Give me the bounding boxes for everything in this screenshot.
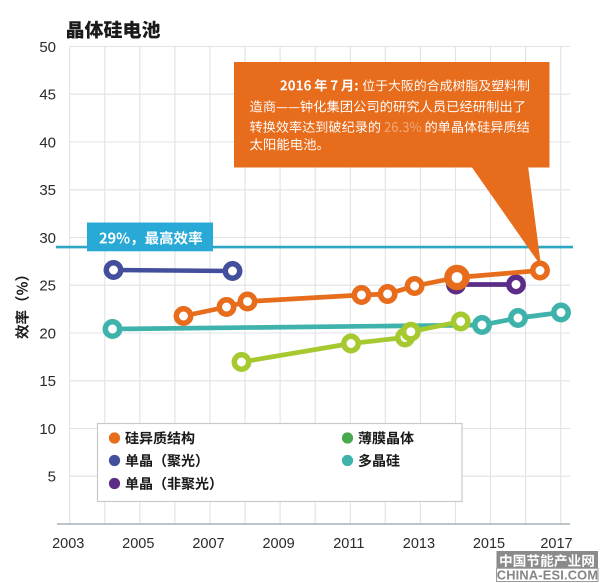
svg-text:5: 5 [48, 469, 56, 486]
svg-text:2013: 2013 [403, 536, 435, 552]
svg-text:2009: 2009 [262, 536, 294, 552]
svg-text:2007: 2007 [192, 536, 224, 552]
svg-text:50: 50 [39, 39, 56, 56]
svg-text:CHINA-ESI.COM: CHINA-ESI.COM [497, 568, 598, 583]
svg-text:2003: 2003 [52, 536, 84, 552]
svg-text:10: 10 [39, 421, 56, 438]
svg-text:20: 20 [39, 325, 56, 342]
svg-text:40: 40 [39, 134, 56, 151]
svg-text:25: 25 [39, 278, 56, 295]
svg-text:30: 30 [39, 230, 56, 247]
svg-text:2015: 2015 [473, 536, 505, 552]
svg-text:2011: 2011 [333, 536, 364, 552]
svg-text:2005: 2005 [122, 536, 154, 552]
svg-text:35: 35 [39, 182, 56, 199]
svg-text:15: 15 [39, 373, 56, 390]
svg-text:45: 45 [39, 87, 56, 104]
svg-text:2017: 2017 [540, 536, 572, 552]
